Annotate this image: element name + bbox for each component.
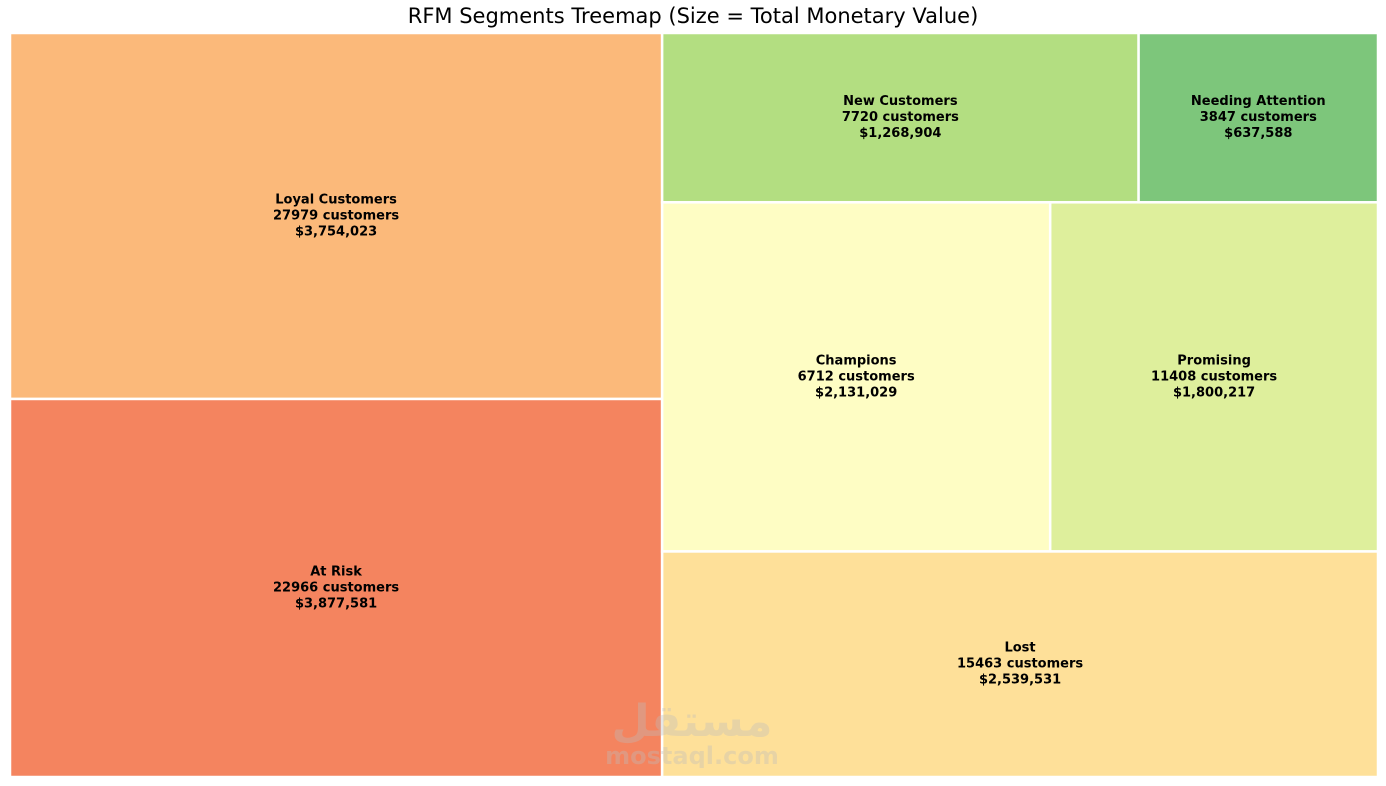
tile-label-value: $2,539,531 [979, 673, 1061, 688]
tile-label-customers: 11408 customers [1151, 369, 1277, 384]
tile-label-name: Promising [1177, 353, 1251, 368]
tile-rect-at-risk [8, 397, 664, 779]
tile-label-name: Champions [816, 353, 897, 368]
tile-label-name: At Risk [310, 564, 362, 579]
tile-label-name: Needing Attention [1191, 94, 1326, 109]
tile-label-customers: 6712 customers [798, 369, 915, 384]
tile-label-customers: 22966 customers [273, 580, 399, 595]
tile-label-name: New Customers [843, 94, 958, 109]
tile-label-customers: 27979 customers [273, 208, 399, 223]
tile-label-name: Lost [1004, 641, 1035, 656]
tile-label-customers: 15463 customers [957, 657, 1083, 672]
tile-label-value: $637,588 [1224, 126, 1292, 141]
tile-rect-lost [660, 550, 1380, 779]
tile-label-value: $2,131,029 [815, 385, 897, 400]
tile-label-value: $3,754,023 [295, 224, 377, 239]
tile-label-value: $1,268,904 [859, 126, 941, 141]
tile-rect-new-customers [660, 31, 1140, 204]
tile-rect-loyal-customers [8, 31, 664, 401]
tile-label-value: $1,800,217 [1173, 385, 1255, 400]
tile-label-customers: 7720 customers [842, 110, 959, 125]
tile-label-name: Loyal Customers [275, 192, 397, 207]
tile-label-customers: 3847 customers [1200, 110, 1317, 125]
chart-title: RFM Segments Treemap (Size = Total Monet… [407, 4, 979, 28]
tile-label-value: $3,877,581 [295, 596, 377, 611]
